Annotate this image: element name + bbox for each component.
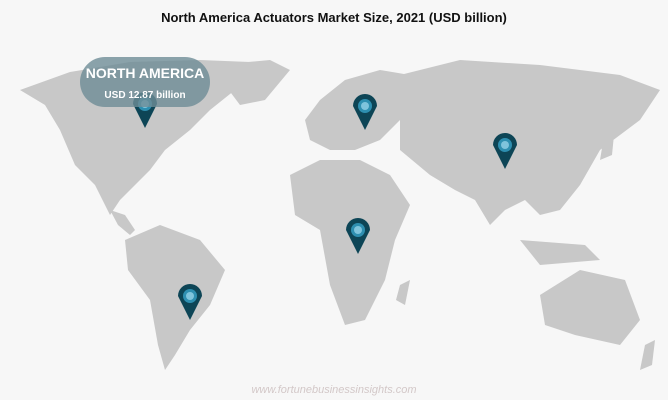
japan-land xyxy=(600,125,615,160)
tooltip-region: NORTH AMERICA xyxy=(85,65,205,81)
new-zealand-land xyxy=(640,340,655,370)
pin-latin-america[interactable] xyxy=(178,284,202,320)
asia-land xyxy=(400,60,660,225)
pin-asia-pacific[interactable] xyxy=(493,133,517,169)
tooltip-value: USD 12.87 billion xyxy=(104,90,186,101)
africa-land xyxy=(290,160,410,325)
pin-europe[interactable] xyxy=(353,94,377,130)
chart-title: North America Actuators Market Size, 202… xyxy=(161,10,507,25)
region-tooltip: NORTH AMERICA USD 12.87 billion xyxy=(80,57,210,107)
watermark: www.fortunebusinessinsights.com xyxy=(251,384,417,396)
greenland-land xyxy=(215,60,290,105)
madagascar-land xyxy=(396,280,410,305)
indonesia-land xyxy=(520,240,600,265)
pin-middle-east-africa[interactable] xyxy=(346,218,370,254)
australia-land xyxy=(540,270,640,345)
south-america-land xyxy=(125,225,225,370)
central-america-land xyxy=(110,210,135,235)
